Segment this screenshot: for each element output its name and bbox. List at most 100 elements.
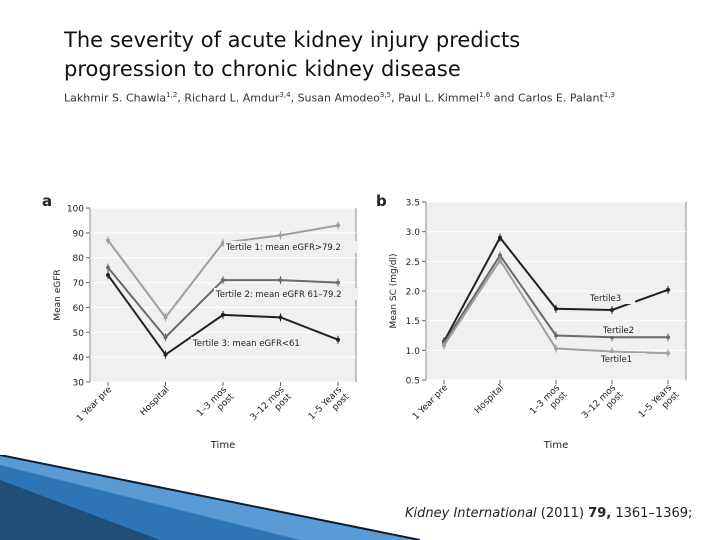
x-axis-label: Time xyxy=(543,440,568,451)
series-label-bg xyxy=(214,288,370,300)
corner-edge-line xyxy=(0,455,420,540)
x-axis-label: Time xyxy=(210,440,235,451)
data-point xyxy=(336,280,340,285)
y-tick-label: 0.5 xyxy=(406,377,420,387)
author-name: Carlos E. Palant xyxy=(517,91,604,105)
y-axis-label: Mean SC (mg/dl) xyxy=(389,254,399,329)
data-point xyxy=(163,352,168,357)
x-tick-label: Hospital xyxy=(473,383,506,416)
data-point xyxy=(610,307,614,312)
series-label-bg xyxy=(599,353,647,365)
series-label: Tertile 3: mean eGFR<61 xyxy=(192,339,300,349)
data-point xyxy=(221,312,225,317)
data-point xyxy=(554,346,558,351)
data-point xyxy=(336,337,340,342)
data-point xyxy=(666,351,670,356)
author-affiliation: 1,6 xyxy=(479,91,491,99)
egfr-line-chart: a 30 40 50 60 70 80 90 100 Mean eGFR 1 Year pre Hos… xyxy=(42,192,370,451)
data-point xyxy=(666,335,670,340)
y-tick-label: 1.0 xyxy=(406,347,421,357)
author-affiliation: 3,4 xyxy=(279,91,291,99)
x-tick-label: Hospital xyxy=(139,385,172,418)
citation-volume: 79, xyxy=(588,506,612,521)
data-point xyxy=(221,278,225,283)
author-name: Richard L. Amdur xyxy=(184,91,280,105)
y-tick-label: 80 xyxy=(73,254,85,264)
series-label: Tertile3 xyxy=(589,294,621,304)
series-label-bg xyxy=(191,337,320,349)
y-tick-label: 1.5 xyxy=(406,317,420,327)
data-point xyxy=(610,349,614,354)
data-point xyxy=(163,315,168,320)
author-affiliation: 3,5 xyxy=(379,91,392,99)
panel-label: b xyxy=(376,192,387,210)
figure-panel-a: a 30 40 50 60 70 80 90 100 Mean eGFR 1 Year pre Hos… xyxy=(38,190,370,455)
y-tick-label: 60 xyxy=(73,304,85,314)
y-tick-label: 50 xyxy=(73,329,85,339)
data-point xyxy=(336,223,340,228)
y-axis-label: Mean eGFR xyxy=(53,269,63,320)
x-tick-label: 1 Year pre xyxy=(411,383,450,422)
panel-label: a xyxy=(42,192,52,210)
author-separator: and xyxy=(490,91,518,105)
series-label: Tertile 1: mean eGFR>79.2 xyxy=(225,243,341,253)
citation-pages: 1361–1369; xyxy=(615,506,693,521)
author-name: Paul L. Kimmel xyxy=(398,91,480,105)
citation: Kidney International (2011) 79, 1361–136… xyxy=(405,506,692,521)
y-tick-label: 100 xyxy=(67,205,84,215)
corner-stripe-dark xyxy=(0,480,160,540)
author-list: Lakhmir S. Chawla1,2, Richard L. Amdur3,… xyxy=(64,91,704,105)
series-label: Tertile1 xyxy=(600,355,632,365)
data-point xyxy=(498,253,502,258)
title-line-1: The severity of acute kidney injury pred… xyxy=(64,28,521,52)
data-point xyxy=(278,233,283,238)
figure-panel-b: b 0.5 1.0 1.5 2.0 2.5 3.0 3.5 Mean SC (mg/dl) 1 Y… xyxy=(368,190,698,455)
y-tick-label: 2.0 xyxy=(406,288,421,298)
data-point xyxy=(106,238,110,243)
y-tick-label: 2.5 xyxy=(406,258,420,268)
x-tick-label-group: 1 Year pre xyxy=(75,385,114,424)
series-label-bg xyxy=(224,241,363,253)
y-tick-label: 30 xyxy=(73,379,85,389)
title-line-2: progression to chronic kidney disease xyxy=(64,57,461,81)
x-tick-label-group: 1 Year pre xyxy=(411,383,450,422)
data-point xyxy=(278,278,283,283)
y-tick-label: 3.5 xyxy=(406,199,420,209)
series-label: Tertile2 xyxy=(602,326,634,336)
data-point xyxy=(442,343,446,348)
series-label: Tertile 2: mean eGFR 61–79.2 xyxy=(215,290,342,300)
data-point xyxy=(278,315,283,320)
y-tick-label: 90 xyxy=(73,229,85,239)
series-label-bg xyxy=(601,324,649,336)
x-tick-label-group: Hospital xyxy=(139,385,172,418)
author-separator: , xyxy=(290,91,298,105)
data-point xyxy=(554,333,558,338)
author-separator: , xyxy=(177,91,185,105)
data-point xyxy=(554,306,558,311)
serum-creatinine-line-chart: b 0.5 1.0 1.5 2.0 2.5 3.0 3.5 Mean SC (mg/dl) 1 Y… xyxy=(376,192,687,451)
y-tick-label: 40 xyxy=(73,354,85,364)
x-tick-label: 1 Year pre xyxy=(75,385,114,424)
citation-year: (2011) xyxy=(540,506,585,521)
data-point xyxy=(106,273,110,278)
paper-title: The severity of acute kidney injury pred… xyxy=(64,26,684,84)
author-name: Lakhmir S. Chawla xyxy=(64,91,167,105)
author-name: Susan Amodeo xyxy=(297,91,380,105)
data-point xyxy=(106,265,110,270)
author-affiliation: 1,3 xyxy=(603,91,615,99)
data-point xyxy=(610,335,614,340)
y-tick-label: 3.0 xyxy=(406,228,421,238)
y-tick-label: 70 xyxy=(73,279,85,289)
series-label-bg xyxy=(588,292,636,304)
author-affiliation: 1,2 xyxy=(166,91,178,99)
data-point xyxy=(666,287,670,292)
author-separator: , xyxy=(391,91,399,105)
data-point xyxy=(163,335,168,340)
data-point xyxy=(498,258,502,263)
data-point xyxy=(498,235,502,240)
